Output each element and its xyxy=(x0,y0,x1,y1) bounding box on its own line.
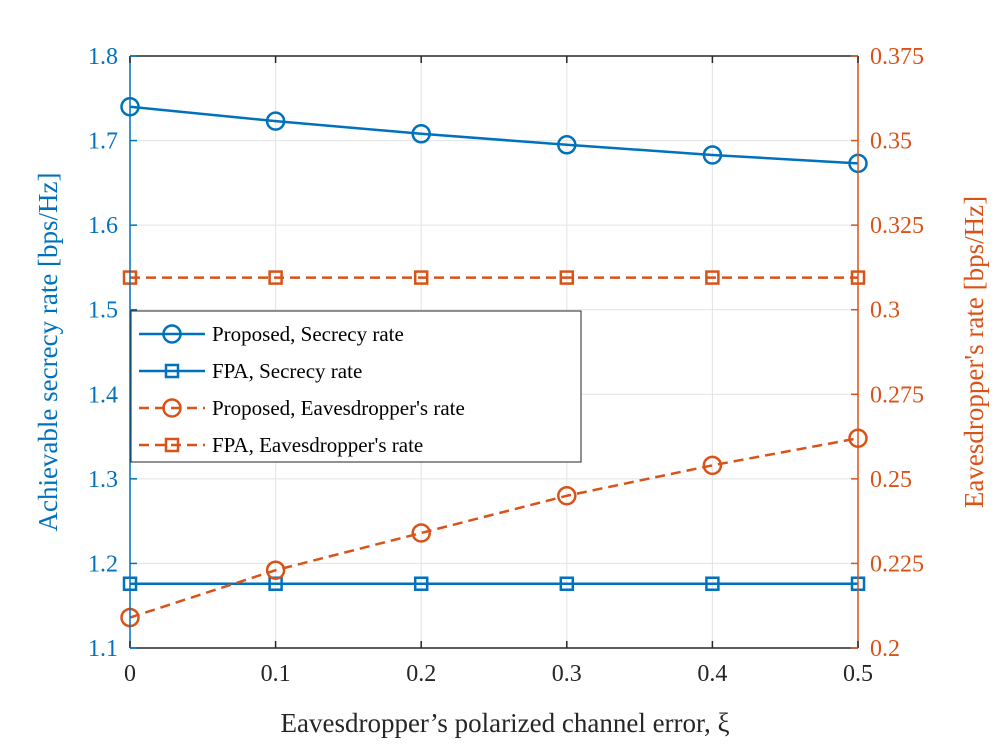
data-point xyxy=(411,523,431,543)
legend-marker xyxy=(164,437,180,453)
right-tick-label: 0.35 xyxy=(870,129,912,155)
data-point xyxy=(557,486,577,506)
data-point xyxy=(411,124,431,144)
data-point xyxy=(413,576,429,591)
right-tick-label: 0.25 xyxy=(870,467,912,493)
left-tick-label: 1.4 xyxy=(88,382,118,408)
data-point xyxy=(413,270,429,285)
legend-marker xyxy=(162,324,182,344)
left-tick-label: 1.6 xyxy=(88,213,118,239)
right-tick-label: 0.275 xyxy=(870,382,924,408)
left-tick-label: 1.3 xyxy=(88,467,118,493)
ticks: 0 0.1 0.2 0.3 0.4 0.5 1.1 1.2 1.3 1.4 1.5 1.6 1.7 1.8… xyxy=(88,44,924,687)
right-y-axis-label: Eavesdropper's rate [bps/Hz] xyxy=(959,196,989,508)
series-line xyxy=(129,105,859,165)
right-tick-label: 0.325 xyxy=(870,213,924,239)
legend-item: FPA, Secrecy rate xyxy=(139,359,362,383)
data-point xyxy=(702,455,723,476)
legend-label: FPA, Secrecy rate xyxy=(212,359,362,383)
legend-marker xyxy=(162,398,182,418)
x-tick-label: 0.4 xyxy=(697,661,727,687)
legend: Proposed, Secrecy rate FPA, Secrecy rate P… xyxy=(130,310,582,463)
data-point xyxy=(705,270,720,285)
data-point xyxy=(705,576,720,591)
data-point xyxy=(265,111,286,131)
x-tick-label: 0.3 xyxy=(552,661,582,687)
x-tick-label: 0 xyxy=(124,661,136,687)
data-point xyxy=(265,560,286,580)
right-tick-label: 0.3 xyxy=(870,298,900,324)
data-point xyxy=(559,576,575,591)
legend-item: FPA, Eavesdropper's rate xyxy=(139,433,423,457)
x-axis-label: Eavesdropper’s polarized channel error, … xyxy=(280,708,729,738)
data-point xyxy=(557,135,577,155)
legend-label: FPA, Eavesdropper's rate xyxy=(212,433,423,457)
axes xyxy=(129,55,859,649)
right-tick-label: 0.375 xyxy=(870,44,924,70)
left-y-axis-label: Achievable secrecy rate [bps/Hz] xyxy=(33,172,63,531)
legend-label: Proposed, Eavesdropper's rate xyxy=(212,396,465,420)
x-tick-label: 0.5 xyxy=(843,661,873,687)
legend-item: Proposed, Eavesdropper's rate xyxy=(139,396,465,420)
data-point xyxy=(268,270,283,285)
left-tick-label: 1.2 xyxy=(88,551,118,577)
series-line xyxy=(129,437,859,619)
x-tick-label: 0.2 xyxy=(406,661,436,687)
left-tick-label: 1.7 xyxy=(88,129,118,155)
legend-marker xyxy=(164,363,180,379)
data-point xyxy=(559,270,575,285)
data-point xyxy=(702,145,723,165)
legend-label: Proposed, Secrecy rate xyxy=(212,322,404,346)
x-tick-label: 0.1 xyxy=(261,661,291,687)
right-tick-label: 0.225 xyxy=(870,551,924,577)
legend-box xyxy=(130,310,582,463)
left-tick-label: 1.1 xyxy=(88,636,118,662)
left-tick-label: 1.8 xyxy=(88,44,118,70)
legend-item: Proposed, Secrecy rate xyxy=(139,322,404,346)
left-tick-label: 1.5 xyxy=(88,298,118,324)
right-tick-label: 0.2 xyxy=(870,636,900,662)
